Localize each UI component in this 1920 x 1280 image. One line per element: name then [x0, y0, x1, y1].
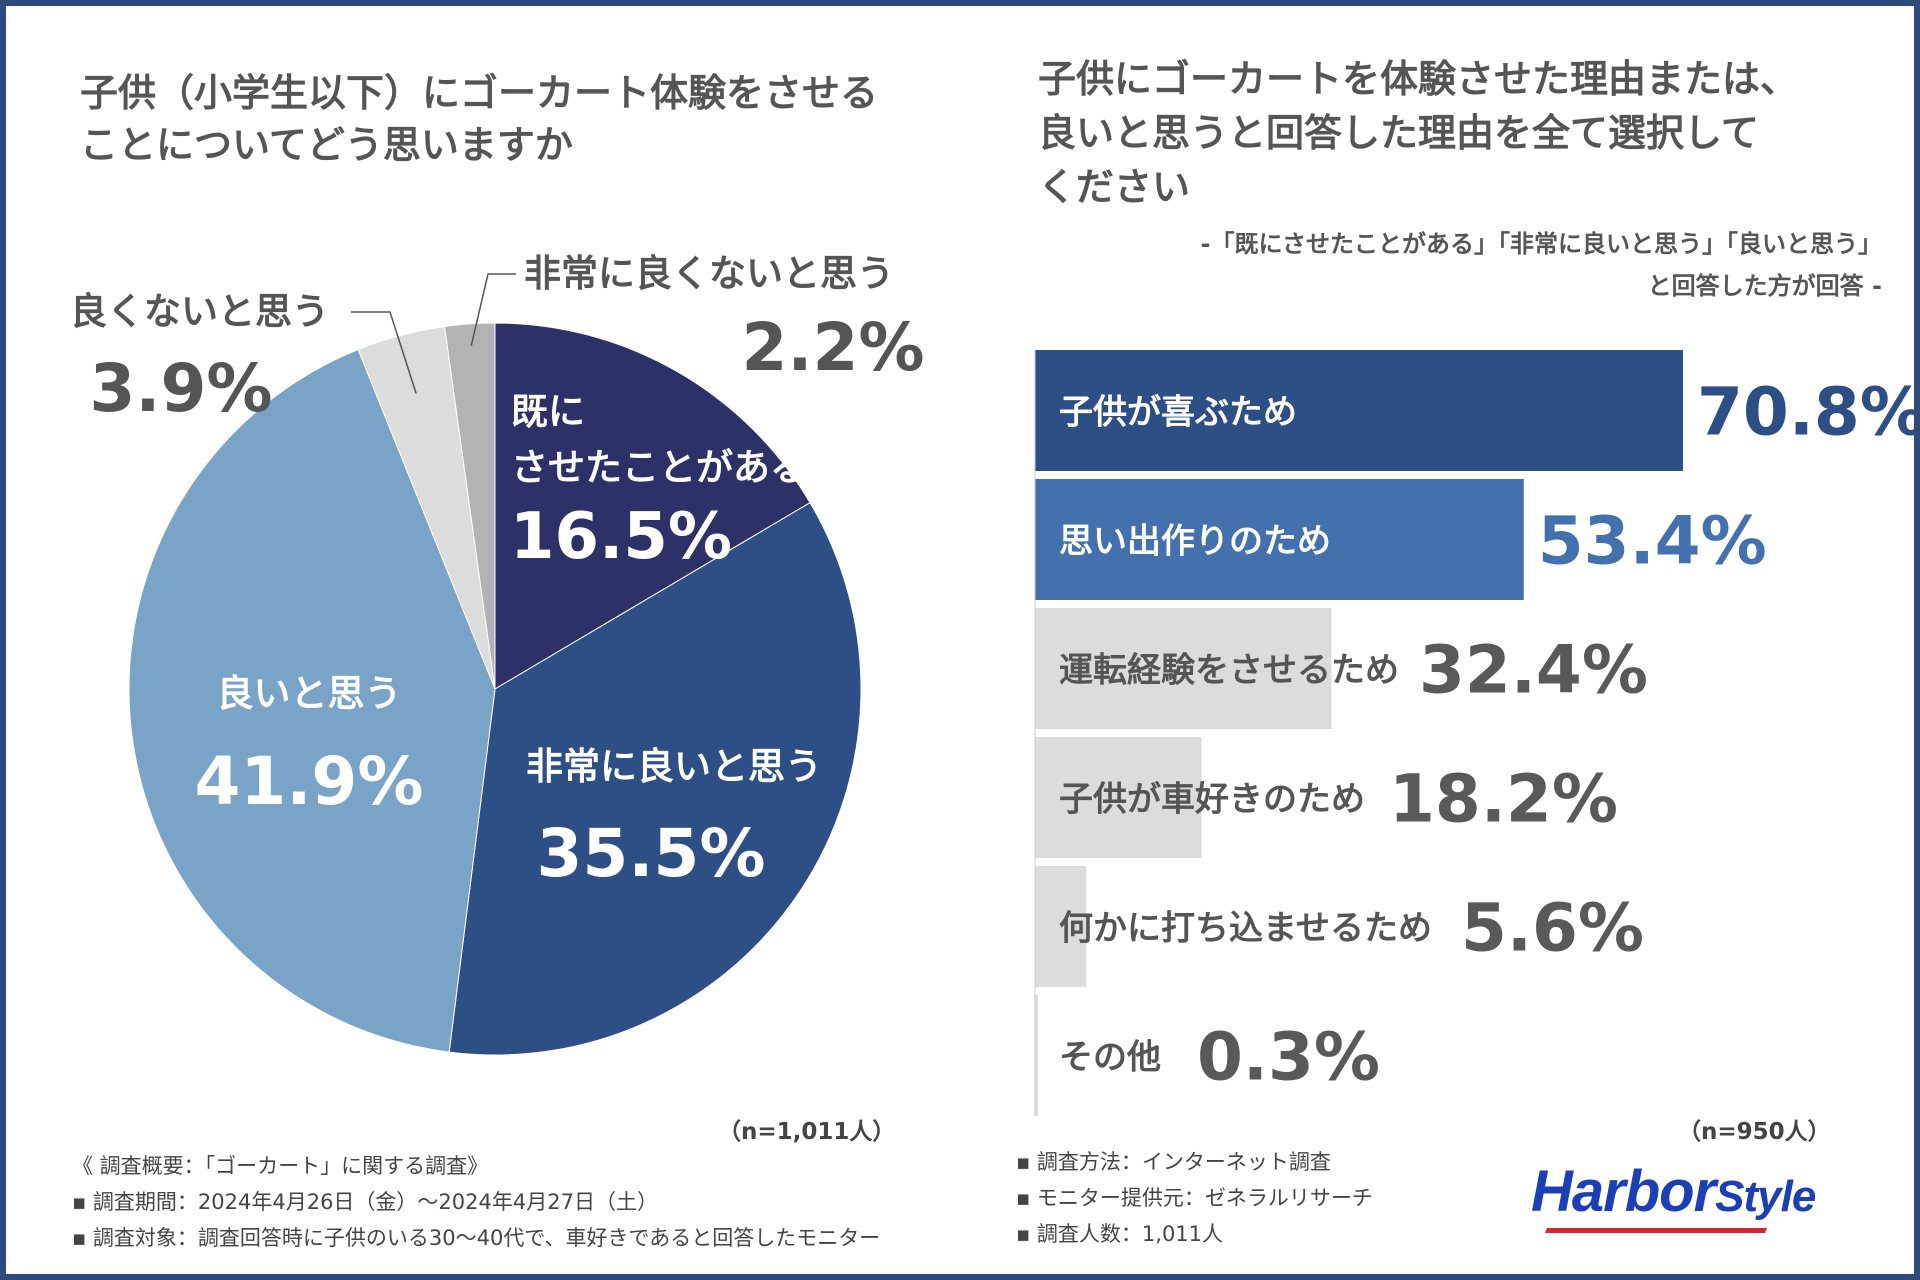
bar-label-5: 何かに打ち込ませるため: [1059, 909, 1432, 949]
bar-label-1: 子供が喜ぶため: [1059, 393, 1297, 433]
pie-value-4: 3.9%: [89, 350, 272, 427]
logo-harbor: Harbor: [1531, 1159, 1716, 1224]
harbor-style-logo: HarborStyle: [1531, 1158, 1816, 1225]
survey-note-count: ▪ 調査人数：1,011人: [1016, 1222, 1224, 1246]
bar-label-3: 運転経験をさせるため: [1059, 651, 1399, 691]
bar-4: [1035, 737, 1202, 858]
pie-value-1: 16.5%: [510, 500, 732, 574]
pie-title-line-1: 子供（小学生以下）にゴーカート体験をさせる: [80, 71, 879, 115]
bar-value-1: 70.8%: [1697, 374, 1914, 451]
pie-title-line-2: ことについてどう思いますか: [80, 123, 573, 167]
bar-5: [1035, 866, 1087, 987]
bar-value-2: 53.4%: [1538, 503, 1767, 580]
bar-subtitle-line-2: と回答した方が回答 -: [1647, 272, 1882, 300]
bar-value-4: 18.2%: [1389, 761, 1618, 838]
pie-slice-5: [444, 322, 496, 690]
survey-note-provider: ▪ モニター提供元：ゼネラルリサーチ: [1016, 1186, 1373, 1210]
logo-style: Style: [1715, 1172, 1816, 1221]
pie-leader-4: [351, 311, 417, 394]
pie-slice-1: [494, 322, 811, 690]
bar-1: [1035, 350, 1683, 471]
bar-title-line-2: 良いと思うと回答した理由を全て選択して: [1038, 111, 1759, 155]
pie-sample-size: （n=1,011人）: [718, 1119, 896, 1145]
pie-value-3: 41.9%: [195, 743, 424, 820]
pie-label-3: 良いと思う: [217, 672, 402, 715]
bar-3: [1035, 608, 1332, 729]
pie-value-5: 2.2%: [741, 309, 924, 386]
pie-label-1-line-2: させたことがある: [511, 446, 807, 489]
bar-2: [1035, 479, 1524, 600]
chart-canvas: 既にさせたことがある 16.5% 非常に良いと思う 35.5% 良いと思う 41.9% 良く…: [70, 252, 1914, 1116]
bar-sample-size: （n=950人）: [1678, 1119, 1831, 1145]
bar-label-4: 子供が車好きのため: [1059, 780, 1365, 820]
bar-label-6: その他: [1059, 1038, 1161, 1078]
pie-label-5: 非常に良くないと思う: [524, 252, 894, 295]
bar-subtitle-line-1: -「既にさせたことがある」「非常に良いと思う」「良いと思う」: [1200, 230, 1882, 258]
survey-note-summary: 《 調査概要：「ゴーカート」に関する調査》: [72, 1154, 489, 1178]
pie-slice-3: [128, 348, 496, 1053]
bar-value-5: 5.6%: [1461, 890, 1644, 967]
bar-value-6: 0.3%: [1197, 1019, 1380, 1096]
bar-label-2: 思い出作りのため: [1059, 522, 1331, 562]
bar-value-3: 32.4%: [1419, 632, 1648, 709]
infographic-frame: 子供（小学生以下）にゴーカート体験をさせる ことについてどう思いますか 子供にゴ…: [6, 6, 1914, 1274]
pie-slice-2: [448, 502, 862, 1056]
bar-title-line-1: 子供にゴーカートを体験させた理由または、: [1038, 57, 1799, 101]
survey-note-target: ▪ 調査対象：調査回答時に子供のいる30〜40代で、車好きであると回答したモニタ…: [72, 1226, 881, 1250]
bar-title-line-3: ください: [1038, 165, 1191, 209]
pie-value-2: 35.5%: [537, 815, 766, 892]
pie-label-1-line-1: 既に: [511, 390, 585, 433]
pie-leader-5: [470, 273, 516, 346]
pie-label-4: 良くないと思う: [70, 290, 329, 333]
survey-note-period: ▪ 調査期間：2024年4月26日（金）〜2024年4月27日（土）: [72, 1190, 658, 1214]
bar-6: [1035, 995, 1038, 1116]
survey-note-method: ▪ 調査方法：インターネット調査: [1016, 1150, 1331, 1174]
logo-underline: [1545, 1228, 1767, 1233]
pie-label-2: 非常に良いと思う: [526, 745, 822, 788]
